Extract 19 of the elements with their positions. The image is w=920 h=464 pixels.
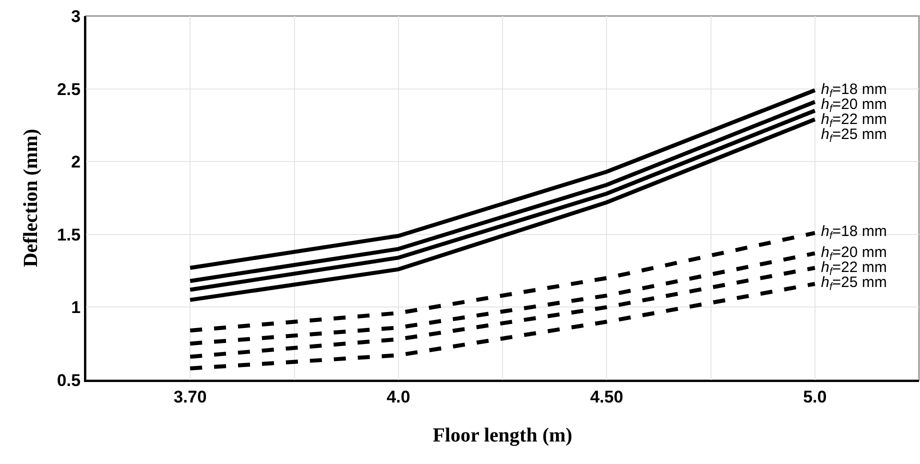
y-tick-label: 2.5: [56, 80, 81, 99]
y-axis-title: Deflection (mm): [20, 128, 42, 268]
y-tick-label: 2: [71, 152, 81, 172]
line-series: [188, 230, 817, 332]
x-tick-label: 5.0: [803, 387, 827, 406]
y-tick-label: 0.5: [56, 370, 81, 390]
series-label: h$_{f}$=18 mm: [821, 223, 887, 242]
series-label: h$_{f}$=25 mm: [821, 126, 887, 146]
series-label: h$_{f}$=25 mm: [821, 274, 887, 294]
line-series: [188, 282, 817, 370]
y-tick-label: 1.5: [56, 225, 81, 244]
y-tick-label: 3: [71, 6, 81, 26]
line-series: [188, 266, 817, 359]
x-tick-label: 3.70: [174, 387, 207, 406]
line-series: [188, 251, 817, 346]
y-tick-label: 1: [71, 298, 81, 318]
x-tick-label: 4.0: [386, 387, 410, 406]
x-axis-title: Floor length (m): [432, 424, 572, 446]
x-tick-label: 4.50: [590, 387, 624, 406]
